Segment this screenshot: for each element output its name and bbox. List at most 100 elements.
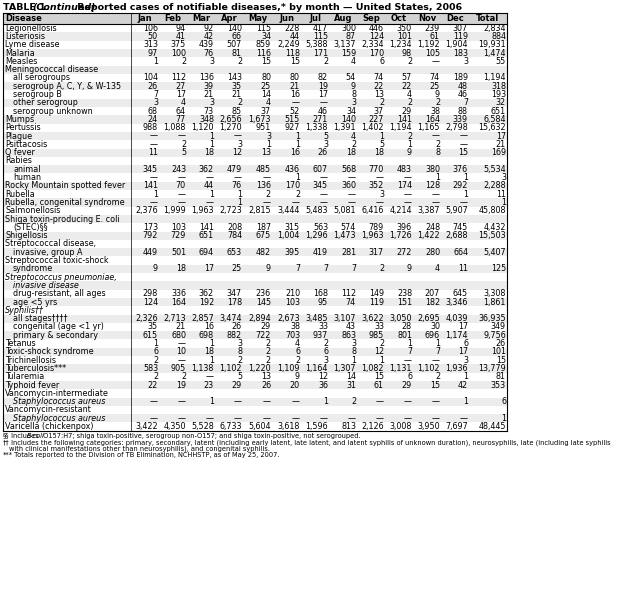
Text: 5,081: 5,081 (333, 206, 356, 215)
Text: —: — (376, 173, 384, 182)
Text: Staphylococcus aureus: Staphylococcus aureus (13, 414, 105, 423)
Text: 3: 3 (266, 132, 271, 141)
Text: 396: 396 (397, 223, 412, 232)
Text: with clinical manifestations other than neurosyphilis), and congenital syphilis.: with clinical manifestations other than … (9, 446, 270, 452)
Text: 208: 208 (227, 223, 242, 232)
Text: 4,214: 4,214 (390, 206, 412, 215)
Text: Psittacosis: Psittacosis (5, 140, 47, 149)
Text: 3,387: 3,387 (417, 206, 440, 215)
Text: 2,376: 2,376 (135, 206, 158, 215)
Text: 1: 1 (209, 132, 214, 141)
Text: 2: 2 (351, 140, 356, 149)
Text: 339: 339 (453, 115, 468, 124)
Text: —: — (432, 397, 440, 406)
Text: 33: 33 (318, 323, 328, 331)
Text: 1: 1 (435, 339, 440, 348)
Text: 210: 210 (285, 289, 300, 298)
Text: 988: 988 (143, 123, 158, 132)
Text: 653: 653 (227, 248, 242, 257)
Text: 1,088: 1,088 (163, 123, 186, 132)
Text: 61: 61 (374, 381, 384, 390)
Text: 3: 3 (379, 190, 384, 199)
Text: 15: 15 (496, 356, 506, 365)
Text: 70: 70 (176, 181, 186, 190)
Text: 145: 145 (256, 298, 271, 307)
Text: 729: 729 (171, 231, 186, 240)
Text: 2,288: 2,288 (483, 181, 506, 190)
Text: 80: 80 (290, 74, 300, 82)
Text: 419: 419 (313, 248, 328, 257)
Text: —: — (376, 397, 384, 406)
Text: 13,779: 13,779 (478, 364, 506, 373)
Text: 128: 128 (425, 181, 440, 190)
Text: 664: 664 (453, 248, 468, 257)
Text: Mumps: Mumps (5, 115, 34, 124)
Text: Shiga toxin-producing E. coli: Shiga toxin-producing E. coli (5, 215, 120, 224)
Text: Measles: Measles (5, 57, 37, 66)
Text: 1: 1 (153, 339, 158, 348)
Text: —: — (206, 198, 214, 207)
Text: 884: 884 (491, 32, 506, 41)
Text: —: — (292, 414, 300, 423)
Text: 1: 1 (209, 190, 214, 199)
Text: 98: 98 (402, 49, 412, 58)
Text: 2: 2 (266, 347, 271, 356)
Text: 19: 19 (318, 82, 328, 91)
Text: 501: 501 (171, 248, 186, 257)
Text: 563: 563 (313, 223, 328, 232)
Text: 3,618: 3,618 (278, 422, 300, 431)
Text: —: — (178, 339, 186, 348)
Bar (3, 364, 507, 372)
Text: 1: 1 (463, 372, 468, 381)
Text: —: — (292, 198, 300, 207)
Text: 792: 792 (143, 231, 158, 240)
Text: 6: 6 (463, 339, 468, 348)
Text: —: — (150, 198, 158, 207)
Text: 3: 3 (237, 140, 242, 149)
Text: 1: 1 (295, 132, 300, 141)
Text: Oct: Oct (391, 14, 407, 23)
Bar (3, 381, 507, 389)
Text: 29: 29 (232, 381, 242, 390)
Text: —: — (460, 198, 468, 207)
Text: 3: 3 (153, 98, 158, 107)
Text: 2,798: 2,798 (445, 123, 468, 132)
Text: 15: 15 (374, 372, 384, 381)
Text: Includes the following categories: primary, secondary, latent (including early l: Includes the following categories: prima… (9, 439, 611, 446)
Bar (3, 281, 507, 289)
Text: 140: 140 (341, 115, 356, 124)
Text: 985: 985 (369, 331, 384, 340)
Text: 101: 101 (397, 32, 412, 41)
Text: 16: 16 (290, 90, 300, 99)
Text: 292: 292 (453, 181, 468, 190)
Text: 1: 1 (379, 356, 384, 365)
Text: 5,604: 5,604 (249, 422, 271, 431)
Text: 1: 1 (209, 356, 214, 365)
Text: 313: 313 (143, 40, 158, 49)
Text: 11: 11 (458, 264, 468, 273)
Text: 5,388: 5,388 (306, 40, 328, 49)
Text: 1: 1 (407, 339, 412, 348)
Text: 29: 29 (261, 323, 271, 331)
Text: 3: 3 (237, 339, 242, 348)
Text: 2: 2 (153, 356, 158, 365)
Text: 52: 52 (290, 107, 300, 116)
Text: Q fever: Q fever (5, 148, 35, 157)
Text: 64: 64 (176, 107, 186, 116)
Text: 362: 362 (199, 165, 214, 174)
Text: 6,416: 6,416 (362, 206, 384, 215)
Text: 1,963: 1,963 (192, 206, 214, 215)
Text: 696: 696 (425, 331, 440, 340)
Text: —: — (178, 173, 186, 182)
Text: 16: 16 (290, 148, 300, 157)
Text: 17: 17 (176, 90, 186, 99)
Text: 15,632: 15,632 (478, 123, 506, 132)
Text: 3: 3 (463, 57, 468, 66)
Text: Streptococcal disease,: Streptococcal disease, (5, 240, 96, 248)
Text: —: — (460, 140, 468, 149)
Text: 1,861: 1,861 (483, 298, 506, 307)
Text: Pertussis: Pertussis (5, 123, 40, 132)
Text: 7: 7 (153, 90, 158, 99)
Text: TABLE 1.: TABLE 1. (3, 3, 53, 12)
Text: 1,102: 1,102 (219, 364, 242, 373)
